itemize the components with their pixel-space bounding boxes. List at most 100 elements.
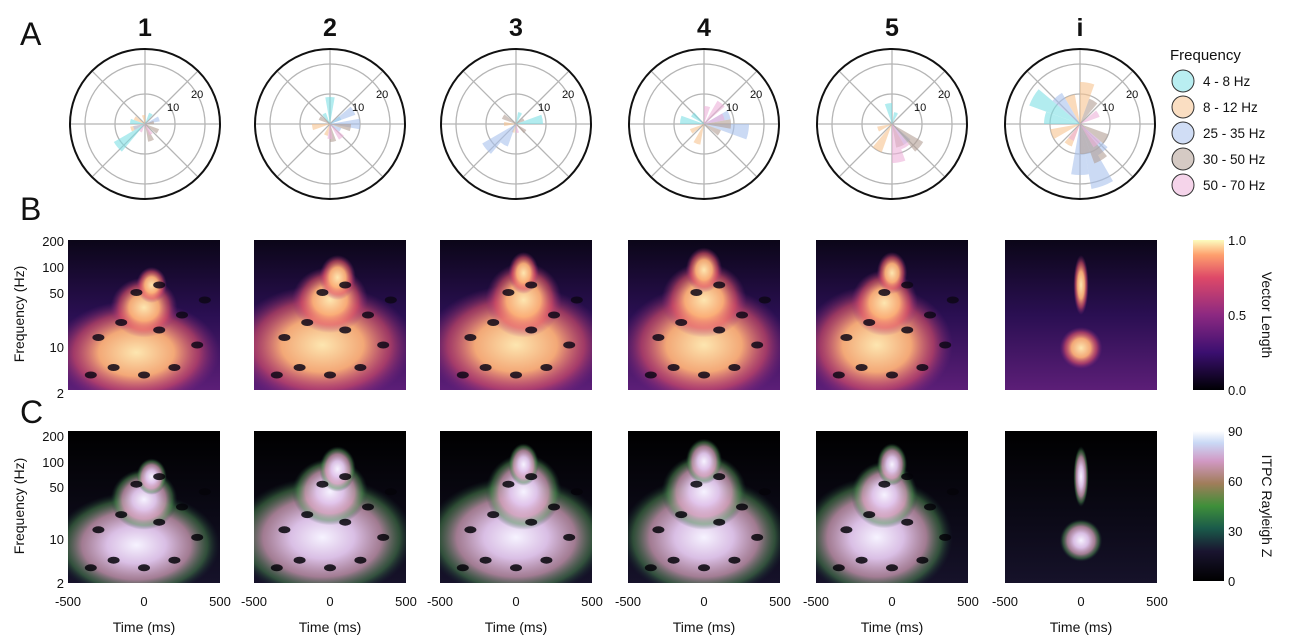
ytick-b-10: 10 [50,340,64,355]
polar-ring [84,63,206,185]
heatmap-low-spot [278,526,291,534]
heatmap-activity-region [876,252,908,294]
heatmap-low-spot [339,518,352,526]
heatmap-low-spot [540,364,553,371]
heatmap-low-spot [107,364,120,371]
polar-bar [1029,89,1080,124]
polar-spoke [329,70,384,125]
heatmap-low-spot [840,526,853,534]
polar-spoke [276,123,331,178]
colorbar-b-tick-min: 0.0 [1228,383,1246,398]
heatmap-low-spot [115,319,128,326]
ytick-b-200: 200 [42,234,64,249]
polar-bar [704,124,721,136]
polar-outer-ring [254,48,406,200]
colorbar-b-label: Vector Length [1259,272,1275,358]
heatmap-low-spot [916,364,929,371]
polar-spoke [650,123,705,178]
polar-bar [318,116,330,124]
heatmap-low-spot [525,326,538,334]
heatmap-low-spot [690,480,703,488]
heatmap-low-spot [675,511,688,519]
x-tick-label: 0 [512,594,519,609]
heatmap-b [254,240,406,390]
polar-outer-ring [69,48,221,200]
heatmap-low-spot [698,564,710,572]
heatmap-c [254,431,406,583]
ytick-c-2: 2 [57,576,64,591]
x-axis-title: Time (ms) [673,619,735,635]
legend-swatch [1171,173,1195,197]
legend-label: 8 - 12 Hz [1203,100,1258,115]
polar-bar [145,124,153,136]
heatmap-low-spot [354,364,367,371]
heatmap-low-spot [924,311,936,319]
heatmap-low-spot [92,334,105,341]
heatmap-low-spot [863,319,876,326]
panel-letter-b: B [20,191,41,227]
x-tick-label: 0 [1077,594,1084,609]
heatmap-low-spot [502,480,515,488]
ring-label-20: 20 [750,89,762,101]
ring-label-20: 20 [376,89,388,101]
polar-spoke [144,123,199,178]
legend-label: 4 - 8 Hz [1203,74,1251,89]
heatmap-low-spot [384,488,397,496]
heatmap-low-spot [107,556,120,564]
column-label-3: 3 [509,14,523,42]
polar-spoke [1026,123,1081,178]
column-label-i: i [1077,14,1084,42]
heatmap-low-spot [832,564,845,572]
polar-bar [1050,124,1080,139]
x-axis-title: Time (ms) [299,619,361,635]
heatmap-low-spot [548,503,560,511]
x-axis: -500 0 500 Time (ms) [427,594,603,635]
y-axis-b: 200 100 50 10 2 Frequency (Hz) [11,234,64,401]
heatmap-low-spot [293,364,306,371]
heatmap-low-spot [901,473,914,481]
polar-bar [892,124,910,150]
heatmap-low-spot [191,341,204,349]
heatmap-low-spot [758,488,771,496]
heatmap-activity-region [816,476,953,583]
heatmap-activity-region [1059,327,1103,369]
polar-outer-ring [628,48,780,200]
heatmap-b [68,240,220,390]
heatmap-low-spot [316,289,329,296]
polar-spoke [838,123,893,178]
ring-label-10: 10 [726,102,738,114]
polar-bar [516,114,543,124]
polar-ring [455,63,577,185]
polar-bar [704,106,711,124]
legend-title: Frequency [1170,47,1241,64]
heatmap-low-spot [751,341,764,349]
heatmap-low-spot [525,281,538,289]
polar-bar [872,124,892,153]
heatmap-low-spot [644,371,657,379]
legend-label: 30 - 50 Hz [1203,152,1266,167]
x-axis-title: Time (ms) [113,619,175,635]
heatmap-low-spot [84,564,97,572]
polar-bar [501,114,516,124]
heatmap-low-spot [84,371,97,379]
polar-bar [1080,98,1098,124]
x-tick-label: -500 [803,594,829,609]
colorbar-c-tick-30: 30 [1228,524,1242,539]
heatmap-low-spot [270,564,283,572]
polar-bar [693,124,704,145]
heatmap-activity-region [136,458,167,495]
polar-bar [500,124,516,147]
polar-bar [1044,111,1080,124]
colorbar-c-gradient [1193,431,1224,581]
heatmap-low-spot [540,556,553,564]
heatmap-low-spot [176,503,188,511]
column-label-5: 5 [885,14,899,42]
heatmap-low-spot [690,289,703,296]
x-tick-label: 0 [888,594,895,609]
heatmap-activity-region [685,438,723,485]
polar-bar [129,118,145,124]
heatmap-panels [68,240,1157,583]
colorbar-b-gradient [1193,240,1224,390]
heatmap-low-spot [198,488,211,496]
frequency-legend: Frequency 4 - 8 Hz 8 - 12 Hz 25 - 35 Hz 30 … [1170,47,1266,197]
